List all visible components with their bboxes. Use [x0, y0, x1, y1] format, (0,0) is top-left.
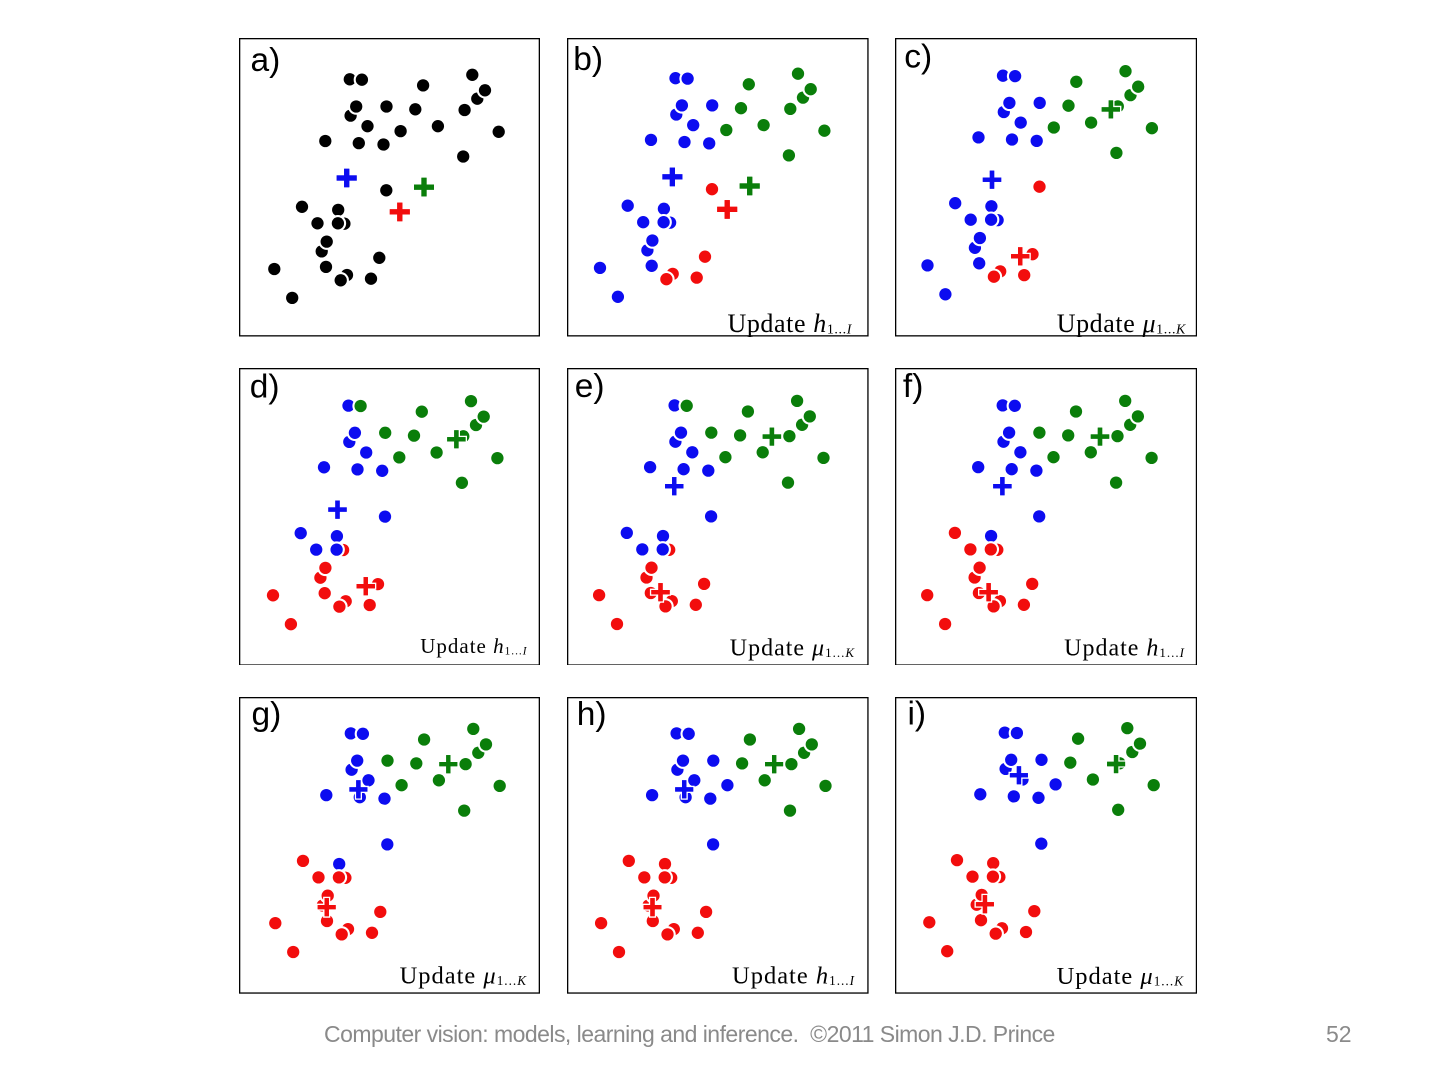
svg-text:Update μ1...K: Update μ1...K [400, 962, 528, 989]
svg-text:Update h1...I: Update h1...I [732, 962, 855, 989]
svg-text:g): g) [252, 697, 282, 733]
svg-text:b): b) [573, 41, 603, 78]
svg-text:i): i) [907, 697, 926, 732]
svg-text:Update μ1...K: Update μ1...K [1056, 963, 1184, 990]
svg-text:c): c) [904, 38, 932, 75]
svg-text:Update μ1...K: Update μ1...K [730, 635, 856, 661]
svg-text:Update μ1...K: Update μ1...K [1056, 309, 1185, 337]
svg-text:e): e) [575, 368, 605, 405]
svg-text:d): d) [250, 368, 280, 405]
svg-text:Update h1...I: Update h1...I [420, 633, 527, 657]
svg-text:Update h1...I: Update h1...I [727, 309, 852, 337]
svg-text:h): h) [577, 697, 607, 733]
svg-text:f): f) [902, 368, 922, 405]
svg-text:a): a) [251, 42, 281, 79]
svg-text:Update h1...I: Update h1...I [1064, 635, 1185, 661]
